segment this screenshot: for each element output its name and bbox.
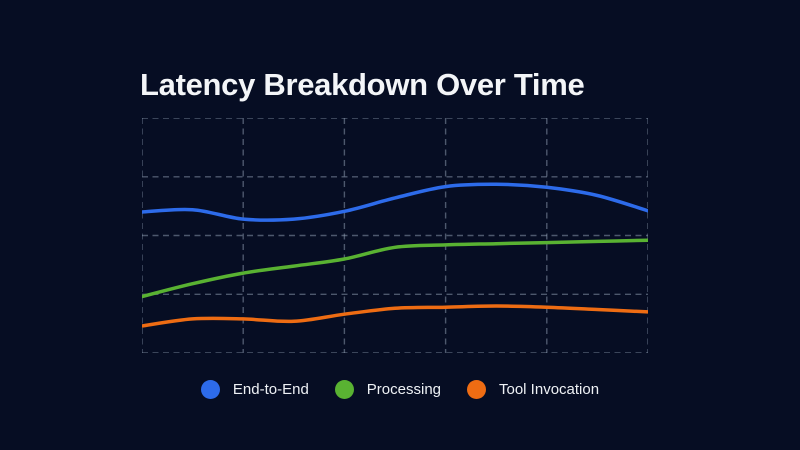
legend-item-processing: Processing	[334, 379, 441, 399]
line-series-tool-invocation	[142, 304, 648, 328]
line-series-end-to-end	[142, 182, 648, 222]
line-chart-plot-area	[142, 118, 648, 353]
grid-lines	[142, 118, 648, 353]
chart-legend: End-to-End Processing Tool Invocation	[0, 374, 800, 404]
end-to-end-series-swatch	[200, 379, 220, 399]
tool-invocation-series-swatch	[467, 379, 486, 399]
chart-canvas	[142, 118, 648, 353]
line-series-processing	[142, 238, 648, 299]
legend-item-tool-invocation: Tool Invocation	[467, 379, 600, 399]
legend-item-end-to-end: End-to-End	[200, 379, 309, 399]
legend-label-processing: Processing	[366, 380, 441, 398]
legend-label-tool-invocation: Tool Invocation	[499, 380, 600, 398]
legend-label-end-to-end: End-to-End	[232, 380, 309, 398]
processing-series-swatch	[334, 379, 354, 399]
chart-title: Latency Breakdown Over Time	[140, 67, 585, 102]
